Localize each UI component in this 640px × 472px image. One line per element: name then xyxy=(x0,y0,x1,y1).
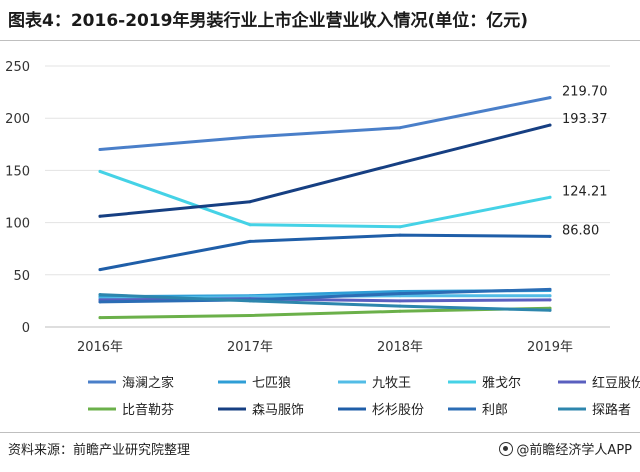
data-point xyxy=(548,96,552,100)
data-label: 124.21 xyxy=(562,184,608,199)
data-point xyxy=(248,299,252,303)
brand-logo-icon xyxy=(499,442,514,456)
series-line xyxy=(98,96,552,151)
series-line xyxy=(98,297,552,303)
series-line xyxy=(98,306,552,320)
data-point xyxy=(248,135,252,139)
legend-label: 七匹狼 xyxy=(252,376,291,391)
x-tick-label: 2017年 xyxy=(227,340,273,355)
y-tick-label: 150 xyxy=(5,164,30,179)
data-point xyxy=(398,225,402,229)
data-point xyxy=(248,200,252,204)
data-point xyxy=(98,268,102,272)
data-point xyxy=(98,300,102,304)
data-point xyxy=(248,223,252,227)
data-point xyxy=(98,169,102,173)
data-point xyxy=(248,239,252,243)
x-tick-label: 2019年 xyxy=(527,340,573,355)
series-line xyxy=(98,287,552,304)
data-point xyxy=(548,298,552,302)
series-line xyxy=(98,169,552,229)
data-point xyxy=(548,287,552,291)
data-point xyxy=(548,308,552,312)
credit-text: @前瞻经济学人APP xyxy=(516,443,632,458)
data-point xyxy=(398,233,402,237)
legend-label: 海澜之家 xyxy=(122,375,174,391)
data-label: 86.80 xyxy=(562,223,599,238)
data-point xyxy=(398,292,402,296)
data-point xyxy=(548,294,552,298)
data-point xyxy=(398,304,402,308)
data-label: 219.70 xyxy=(562,85,608,100)
data-point xyxy=(398,309,402,313)
data-point xyxy=(548,234,552,238)
series-line xyxy=(98,233,552,272)
credit: @前瞻经济学人APP xyxy=(499,439,632,458)
data-point xyxy=(98,316,102,320)
legend-label: 雅戈尔 xyxy=(482,376,521,391)
legend-label: 探路者 xyxy=(592,402,631,418)
series-line xyxy=(98,293,552,312)
data-point xyxy=(398,161,402,165)
data-label: 193.37 xyxy=(562,112,608,127)
data-point xyxy=(398,299,402,303)
series-line xyxy=(98,123,552,218)
data-point xyxy=(548,123,552,127)
legend-label: 杉杉股份 xyxy=(372,403,424,418)
title-divider xyxy=(0,40,640,41)
data-point xyxy=(548,195,552,199)
x-tick-label: 2018年 xyxy=(377,340,423,355)
data-point xyxy=(98,214,102,218)
legend-label: 红豆股份 xyxy=(592,375,640,391)
data-point xyxy=(398,126,402,130)
legend-label: 森马服饰 xyxy=(252,403,304,418)
y-tick-label: 250 xyxy=(5,60,30,75)
legend-label: 九牧王 xyxy=(372,376,411,391)
y-tick-label: 100 xyxy=(5,217,30,232)
line-chart: 0 50 100 150 200 250 2016年 2017年 2018年 2019年 219.… xyxy=(5,60,640,418)
footer-divider xyxy=(0,432,640,433)
legend-label: 利郎 xyxy=(482,403,508,418)
legend-label: 比音勒芬 xyxy=(122,402,174,418)
y-tick-label: 200 xyxy=(5,112,30,127)
x-tick-label: 2016年 xyxy=(77,340,123,355)
source-note: 资料来源：前瞻产业研究院整理 xyxy=(8,443,191,458)
data-point xyxy=(98,148,102,151)
y-tick-label: 0 xyxy=(22,321,30,336)
data-point xyxy=(248,314,252,317)
y-tick-label: 50 xyxy=(13,269,30,284)
data-point xyxy=(98,293,102,297)
chart-title: 图表4：2016-2019年男装行业上市企业营业收入情况(单位：亿元) xyxy=(8,11,529,31)
